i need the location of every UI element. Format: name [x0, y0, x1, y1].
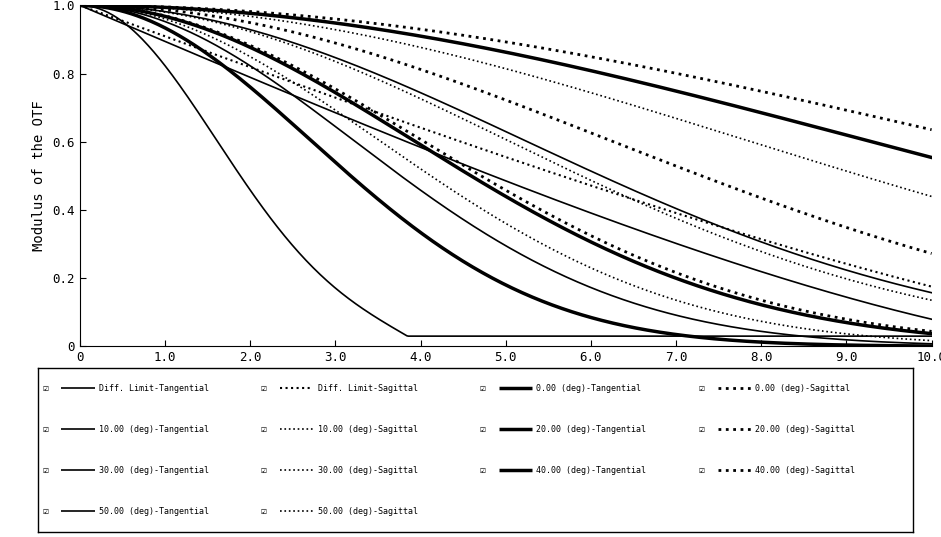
Text: 30.00 (deg)-Tangential: 30.00 (deg)-Tangential — [99, 466, 209, 475]
Text: 0.00 (deg)-Tangential: 0.00 (deg)-Tangential — [536, 384, 642, 393]
Text: ☑: ☑ — [480, 465, 486, 475]
Text: Diff. Limit-Tangential: Diff. Limit-Tangential — [99, 384, 209, 393]
Text: ☑: ☑ — [42, 465, 48, 475]
Text: 50.00 (deg)-Sagittal: 50.00 (deg)-Sagittal — [318, 506, 418, 516]
Text: 30.00 (deg)-Sagittal: 30.00 (deg)-Sagittal — [318, 466, 418, 475]
Text: 40.00 (deg)-Tangential: 40.00 (deg)-Tangential — [536, 466, 646, 475]
Text: ☑: ☑ — [698, 424, 704, 434]
Text: ☑: ☑ — [261, 383, 266, 393]
Text: 0.00 (deg)-Sagittal: 0.00 (deg)-Sagittal — [756, 384, 851, 393]
Text: ☑: ☑ — [42, 506, 48, 516]
Text: ☑: ☑ — [261, 465, 266, 475]
Text: ☑: ☑ — [698, 383, 704, 393]
Text: 10.00 (deg)-Sagittal: 10.00 (deg)-Sagittal — [318, 425, 418, 434]
Text: ☑: ☑ — [480, 383, 486, 393]
Text: 50.00 (deg)-Tangential: 50.00 (deg)-Tangential — [99, 506, 209, 516]
Text: ☑: ☑ — [42, 383, 48, 393]
Text: 20.00 (deg)-Tangential: 20.00 (deg)-Tangential — [536, 425, 646, 434]
X-axis label: Spatial Frequency in cycles per mm: Spatial Frequency in cycles per mm — [363, 371, 648, 385]
Text: ☑: ☑ — [480, 424, 486, 434]
Y-axis label: Modulus of the OTF: Modulus of the OTF — [32, 100, 46, 251]
Text: 10.00 (deg)-Tangential: 10.00 (deg)-Tangential — [99, 425, 209, 434]
Text: ☑: ☑ — [261, 506, 266, 516]
Text: ☑: ☑ — [42, 424, 48, 434]
Text: 20.00 (deg)-Sagittal: 20.00 (deg)-Sagittal — [756, 425, 855, 434]
Text: ☑: ☑ — [261, 424, 266, 434]
Text: 40.00 (deg)-Sagittal: 40.00 (deg)-Sagittal — [756, 466, 855, 475]
Text: ☑: ☑ — [698, 465, 704, 475]
Text: Diff. Limit-Sagittal: Diff. Limit-Sagittal — [318, 384, 418, 393]
